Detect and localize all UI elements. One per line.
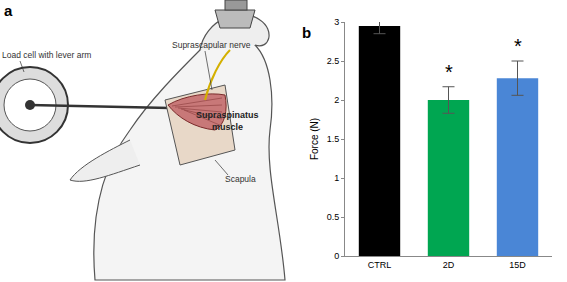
svg-text:Force (N): Force (N): [309, 118, 320, 160]
svg-text:1.5: 1.5: [327, 134, 340, 144]
svg-text:CTRL: CTRL: [368, 260, 392, 270]
svg-text:*: *: [514, 35, 522, 57]
svg-text:1: 1: [334, 173, 339, 183]
svg-text:2D: 2D: [443, 260, 455, 270]
svg-text:b: b: [302, 24, 311, 41]
svg-text:3: 3: [334, 17, 339, 27]
svg-text:2.5: 2.5: [327, 56, 340, 66]
svg-text:Scapula: Scapula: [225, 174, 256, 184]
svg-text:Supraspinatus: Supraspinatus: [196, 110, 259, 120]
svg-text:Suprascapular nerve: Suprascapular nerve: [172, 40, 251, 50]
svg-text:0.5: 0.5: [327, 212, 340, 222]
svg-text:15D: 15D: [509, 260, 526, 270]
svg-text:*: *: [445, 61, 453, 83]
svg-text:0: 0: [334, 251, 339, 261]
svg-text:a: a: [4, 2, 13, 19]
svg-text:muscle: muscle: [212, 122, 243, 132]
svg-text:Load cell with lever arm: Load cell with lever arm: [2, 50, 91, 60]
svg-text:2: 2: [334, 95, 339, 105]
